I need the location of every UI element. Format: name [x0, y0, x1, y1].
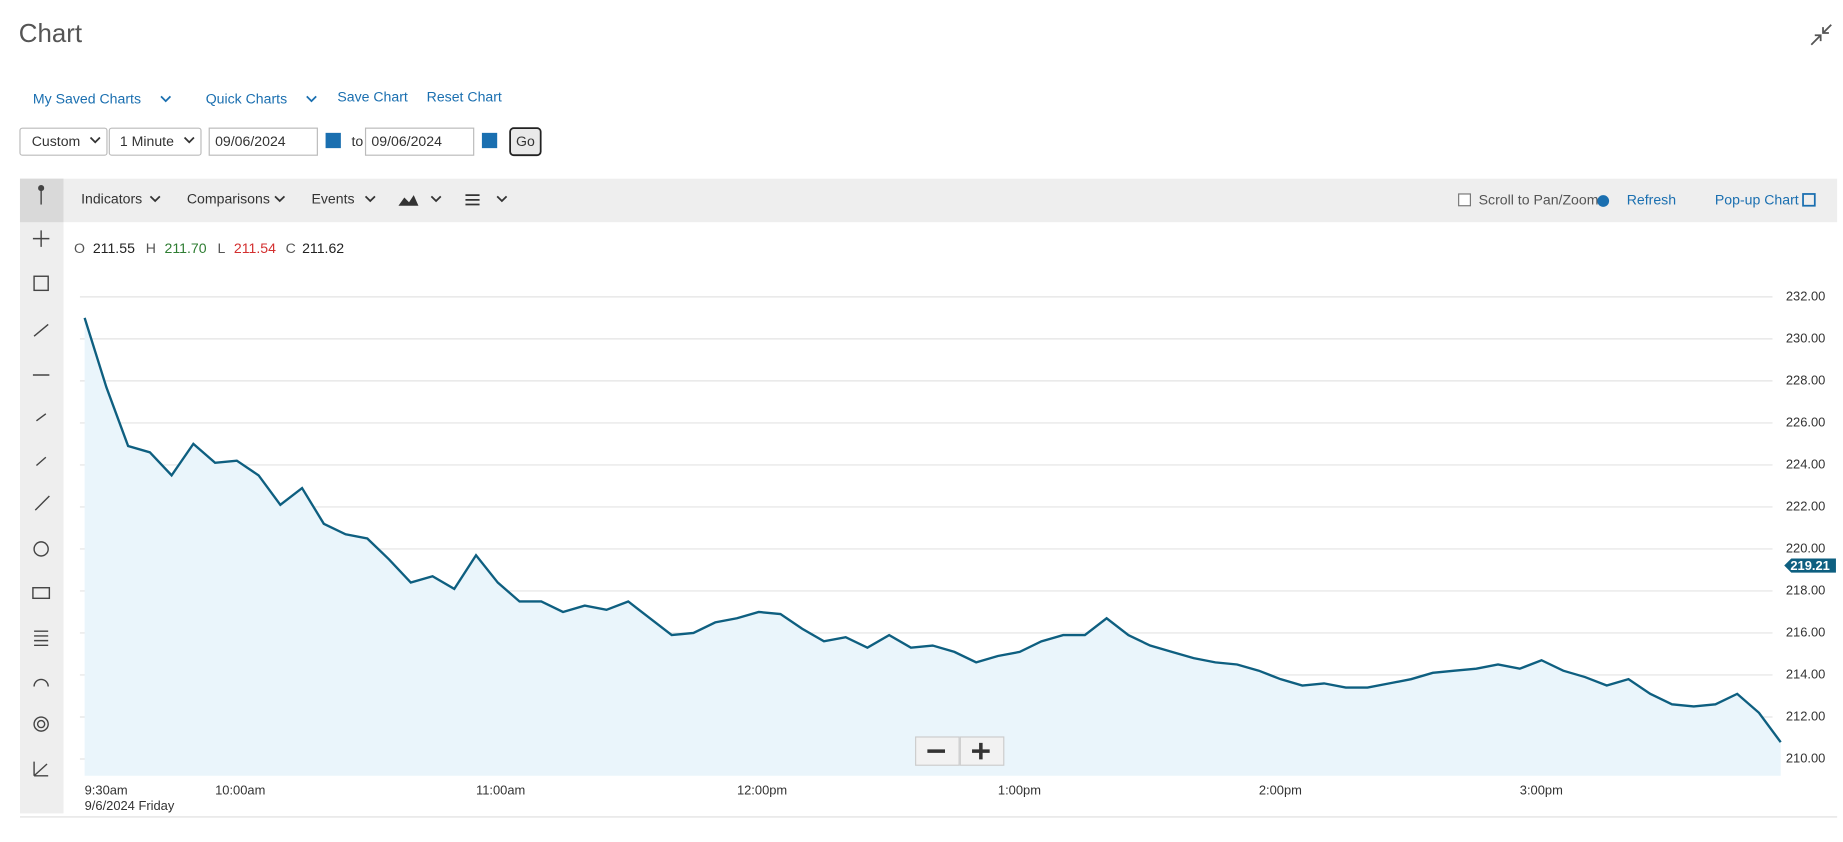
- indicators-menu[interactable]: Indicators: [81, 191, 142, 207]
- scroll-checkbox[interactable]: [1458, 193, 1471, 207]
- chevron: [89, 136, 101, 144]
- area: [84, 317, 1781, 776]
- y-tick-label: 218.00: [1786, 582, 1825, 597]
- ohlc-value: 211.62: [302, 240, 344, 256]
- x-tick-label: 11:00am: [476, 782, 525, 797]
- range-value: Custom: [32, 133, 81, 149]
- x-tick-label: 1:00pm: [998, 782, 1041, 797]
- y-tick-label: 232.00: [1786, 288, 1825, 303]
- collapse-icon[interactable]: [1810, 24, 1832, 46]
- from-value: 09/06/2024: [215, 133, 286, 149]
- saved-charts[interactable]: My Saved Charts: [33, 91, 141, 107]
- ohlc-key: L: [217, 240, 225, 256]
- y-tick-label: 226.00: [1786, 414, 1825, 429]
- ohlc-key: C: [286, 240, 296, 256]
- chevron: [183, 136, 195, 144]
- date-label: 9/6/2024 Friday: [85, 798, 175, 813]
- ohlc-key: O: [74, 240, 85, 256]
- tool-icons[interactable]: [32, 185, 51, 777]
- x-tick-label: 3:00pm: [1520, 782, 1563, 797]
- ohlc-key: H: [146, 240, 156, 256]
- chevron: [306, 95, 317, 103]
- calendar-icon[interactable]: [325, 132, 341, 149]
- to-label: to: [351, 133, 363, 149]
- calendar-icon[interactable]: [481, 132, 498, 149]
- x-tick-label: 9:30am: [85, 782, 128, 797]
- popup-chart[interactable]: Pop-up Chart: [1715, 192, 1799, 208]
- price-line: [83, 317, 1782, 743]
- y-tick-label: 210.00: [1786, 750, 1825, 765]
- y-tick-label: 222.00: [1786, 498, 1825, 513]
- y-tick-label: 220.00: [1786, 540, 1825, 555]
- ohlc-value: 211.54: [234, 240, 276, 256]
- x-tick-label: 10:00am: [215, 782, 265, 797]
- y-tick-label: 224.00: [1786, 456, 1825, 471]
- events-menu[interactable]: Events: [311, 191, 354, 207]
- save-chart[interactable]: Save Chart: [337, 88, 408, 104]
- y-tick-label: 228.00: [1786, 372, 1825, 387]
- until-input[interactable]: [364, 127, 475, 156]
- from-input[interactable]: [208, 127, 318, 156]
- until-value: 09/06/2024: [371, 133, 442, 149]
- y-tick-label: 212.00: [1786, 708, 1825, 723]
- help-icon[interactable]: [1597, 195, 1610, 207]
- chevron: [160, 95, 172, 103]
- quick-charts[interactable]: Quick Charts: [206, 91, 287, 107]
- page-title: Chart: [19, 20, 82, 48]
- menu-chevrons: [149, 194, 508, 206]
- price-tag-label: 219.21: [1790, 558, 1829, 573]
- range-select[interactable]: [19, 127, 108, 156]
- comparisons-menu[interactable]: Comparisons: [187, 191, 270, 207]
- refresh[interactable]: Refresh: [1627, 192, 1676, 208]
- y-tick-label: 214.00: [1786, 666, 1825, 681]
- zoom-controls[interactable]: [915, 736, 1005, 766]
- drawing-sidebar: [19, 178, 64, 814]
- chart-type-icon[interactable]: [398, 195, 419, 206]
- ohlc-value: 211.70: [165, 240, 207, 256]
- toolbar: [19, 178, 1838, 223]
- reset-chart[interactable]: Reset Chart: [427, 88, 502, 104]
- y-tick-label: 230.00: [1786, 330, 1825, 345]
- zoom-in: [959, 736, 1005, 766]
- y-tick-label: 216.00: [1786, 624, 1825, 639]
- interval-value: 1 Minute: [120, 133, 174, 149]
- popup-icon: [1802, 193, 1816, 207]
- interval-select[interactable]: [108, 127, 202, 156]
- go-label: Go: [516, 133, 535, 149]
- go-button[interactable]: [509, 127, 542, 157]
- zoom-glyphs: [927, 742, 990, 760]
- price-tag: [1784, 558, 1836, 573]
- x-tick-label: 12:00pm: [737, 782, 787, 797]
- x-tick-label: 2:00pm: [1259, 782, 1302, 797]
- ohlc-value: 211.55: [93, 240, 135, 256]
- scroll-label: Scroll to Pan/Zoom: [1479, 192, 1599, 208]
